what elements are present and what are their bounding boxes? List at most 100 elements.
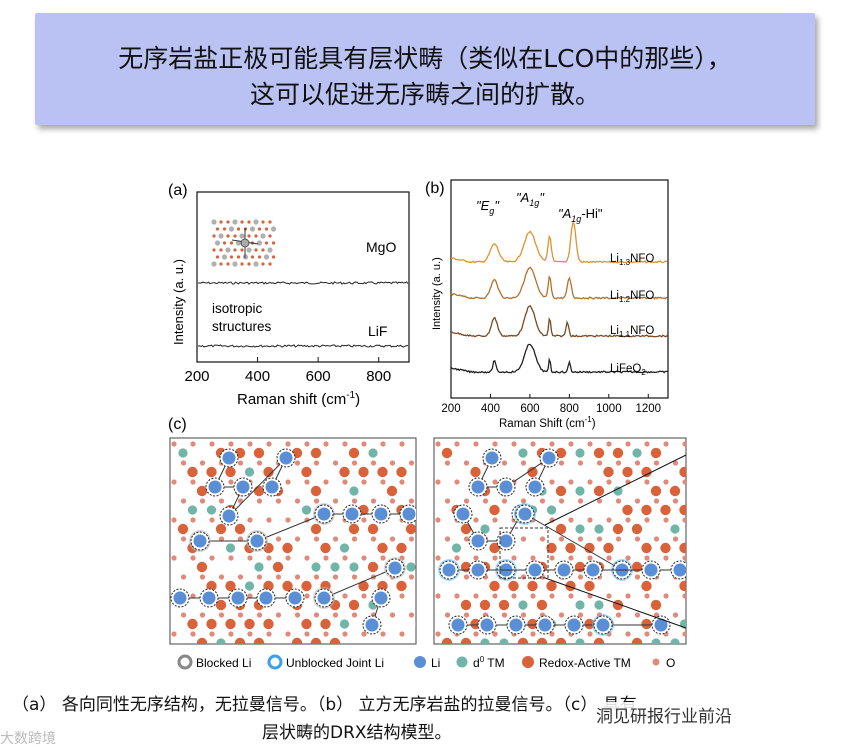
lattice-li-atom — [402, 507, 416, 521]
lattice-o-atom — [444, 536, 451, 542]
lattice-redox-tm — [650, 485, 662, 497]
lattice-o-atom — [247, 631, 253, 637]
lattice-o-atom — [511, 555, 517, 561]
lattice-d0-tm — [254, 562, 264, 572]
lattice-redox-tm — [301, 618, 312, 630]
lattice-o-atom — [342, 555, 348, 561]
lattice-o-atom — [285, 555, 291, 561]
lattice-o-atom — [323, 441, 329, 447]
lattice-o-atom — [190, 555, 196, 561]
panel-b-ylabel: Intensity (a. u.) — [431, 257, 443, 330]
inset-atom — [264, 241, 269, 245]
lattice-o-atom — [256, 574, 263, 580]
lattice-li-atom — [288, 591, 302, 605]
lattice-redox-tm — [310, 447, 322, 459]
lattice-d0-tm — [415, 471, 416, 473]
panel-a: (a) Intensity (a. u.) MgO LiF isotropic … — [168, 182, 410, 408]
lattice-redox-tm — [527, 466, 538, 478]
lattice-o-atom — [399, 593, 405, 599]
lattice-redox-tm — [441, 637, 453, 644]
lattice-li-atom — [279, 451, 293, 465]
inset-atom — [240, 220, 244, 224]
inset-atom — [261, 220, 265, 224]
lattice-redox-tm — [310, 637, 322, 644]
lattice-o-atom — [304, 593, 310, 599]
lattice-redox-tm — [593, 447, 605, 459]
lattice-redox-tm — [377, 542, 388, 554]
inset-atom — [253, 261, 259, 267]
lattice-li-atom — [518, 507, 532, 521]
lattice-o-atom — [454, 479, 460, 485]
lattice-redox-tm — [225, 466, 236, 478]
lattice-o-atom — [625, 441, 631, 447]
lattice-d0-tm — [689, 562, 698, 571]
lattice-redox-tm — [641, 504, 652, 516]
lattice-o-atom — [399, 631, 405, 637]
lattice-o-atom — [228, 441, 234, 447]
lattice-d0-tm — [480, 524, 490, 534]
lattice-o-atom — [492, 479, 498, 485]
lattice-d0-tm — [368, 448, 378, 458]
peak-label-a1g-hi: "A1g-Hi" — [558, 206, 603, 224]
lattice-o-atom — [351, 574, 358, 580]
lattice-o-atom — [473, 555, 479, 561]
lattice-o-atom — [692, 536, 697, 541]
lattice-o-atom — [218, 498, 225, 504]
lattice-o-atom — [351, 498, 358, 504]
lattice-o-atom — [644, 593, 650, 599]
lattice-o-atom — [520, 612, 527, 618]
lattice-o-atom — [294, 460, 301, 466]
lattice-redox-tm — [650, 599, 662, 611]
lattice-o-atom — [428, 536, 433, 541]
lattice-redox-tm — [253, 637, 265, 644]
lattice-o-atom — [444, 498, 451, 504]
lattice-o-atom — [644, 555, 650, 561]
inset-atom — [253, 219, 259, 225]
lattice-d0-tm — [349, 562, 359, 572]
lattice-o-atom — [228, 555, 234, 561]
legend-redox: Redox-Active TM — [539, 656, 631, 670]
inset-atom — [268, 262, 272, 266]
lattice-o-atom — [606, 555, 612, 561]
lattice-redox-tm — [603, 466, 614, 478]
lattice-o-atom — [577, 460, 584, 466]
legend: Blocked Li Unblocked Joint Li Li d0 TM R… — [177, 654, 675, 670]
inset-atom — [249, 226, 256, 232]
legend-li-icon — [414, 656, 426, 668]
lattice-redox-tm — [244, 618, 255, 630]
lattice-d0-tm — [206, 505, 217, 515]
lattice-o-atom — [218, 574, 225, 580]
lattice-o-atom — [380, 555, 386, 561]
lattice-d0-tm — [244, 581, 255, 591]
lattice-o-atom — [492, 441, 498, 447]
lattice-o-atom — [606, 593, 612, 599]
legend-redox-icon — [522, 656, 534, 668]
lattice-redox-tm — [584, 618, 595, 630]
lattice-o-atom — [663, 555, 669, 561]
inset-atom — [247, 234, 251, 238]
lattice-d0-tm — [689, 524, 698, 533]
lattice-o-atom — [209, 555, 215, 561]
lattice-d0-tm — [339, 619, 350, 629]
lattice-redox-tm — [698, 581, 708, 591]
lattice-o-atom — [587, 631, 593, 637]
panel-a-tick-label: 200 — [184, 368, 209, 385]
lattice-o-atom — [304, 479, 310, 485]
lattice-o-atom — [237, 574, 244, 580]
panel-a-tick-label: 400 — [245, 368, 270, 385]
lattice-li-atom — [317, 591, 331, 605]
panel-b: (b) Intensity (a. u.) "Eg" "A1g" "A1g-Hi… — [425, 179, 669, 430]
lattice-li-atom — [374, 507, 388, 521]
lattice-redox-tm — [565, 542, 576, 554]
lattice-o-atom — [266, 517, 272, 523]
panel-c: (c) Blocked Li Unblocked Joint Li Li d0 … — [168, 416, 708, 670]
lattice-o-atom — [692, 574, 697, 579]
lattice-redox-tm — [460, 599, 472, 611]
lattice-li-atom — [193, 534, 207, 548]
lattice-redox-tm — [536, 637, 548, 644]
lattice-o-atom — [275, 612, 282, 618]
lattice-redox-tm — [339, 466, 350, 478]
lattice-o-atom — [463, 612, 470, 618]
lattice-o-atom — [180, 536, 187, 542]
panel-c-label: (c) — [168, 416, 187, 433]
